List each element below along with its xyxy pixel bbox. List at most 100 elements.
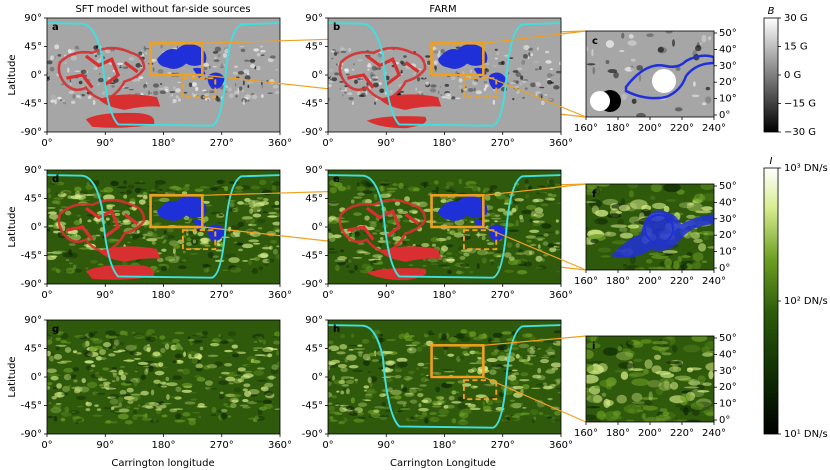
- emission-patch: [659, 408, 668, 413]
- emission-patch: [229, 397, 240, 403]
- emission-patch: [421, 399, 429, 403]
- emission-patch: [663, 184, 681, 193]
- emission-patch: [445, 244, 454, 248]
- emission-patch: [470, 220, 475, 223]
- emission-patch: [348, 364, 359, 369]
- x-tick-label: 180°: [606, 276, 630, 287]
- emission-patch: [145, 405, 154, 409]
- emission-patch: [503, 202, 509, 205]
- emission-patch: [234, 350, 241, 353]
- emission-patch: [182, 412, 191, 417]
- emission-patch: [431, 243, 437, 247]
- colorbar: [763, 167, 779, 435]
- emission-patch: [350, 376, 355, 380]
- emission-patch: [553, 330, 562, 334]
- emission-patch: [612, 410, 621, 417]
- emission-patch: [541, 258, 545, 262]
- x-tick-label: 0°: [322, 440, 333, 451]
- emission-patch: [183, 215, 190, 221]
- emission-patch: [105, 346, 109, 350]
- emission-patch: [460, 418, 466, 422]
- emission-patch: [606, 231, 611, 236]
- emission-patch: [242, 388, 248, 392]
- emission-patch: [134, 187, 142, 194]
- emission-patch: [515, 242, 520, 248]
- emission-patch: [422, 366, 429, 369]
- magnetic-patch: [104, 48, 112, 54]
- magnetic-patch: [247, 84, 250, 89]
- emission-patch: [78, 247, 90, 250]
- emission-patch: [477, 356, 482, 360]
- emission-patch: [202, 264, 212, 268]
- emission-patch: [189, 253, 199, 255]
- emission-patch: [269, 348, 278, 351]
- emission-patch: [658, 381, 672, 391]
- emission-patch: [586, 390, 593, 398]
- emission-patch: [506, 338, 513, 342]
- emission-patch: [151, 332, 155, 336]
- magnetic-patch: [646, 33, 654, 38]
- emission-patch: [159, 197, 170, 203]
- emission-patch: [693, 238, 703, 244]
- emission-patch: [259, 179, 267, 186]
- magnetic-patch: [605, 59, 610, 65]
- emission-patch: [108, 370, 118, 373]
- magnetic-patch: [214, 56, 217, 60]
- emission-patch: [97, 263, 104, 266]
- emission-patch: [538, 191, 548, 195]
- magnetic-patch: [492, 99, 496, 105]
- emission-patch: [55, 345, 60, 351]
- emission-patch: [548, 384, 556, 389]
- magnetic-patch: [515, 72, 521, 78]
- emission-patch: [445, 181, 455, 187]
- emission-patch: [149, 419, 159, 423]
- emission-patch: [686, 251, 693, 256]
- emission-patch: [691, 407, 700, 416]
- emission-patch: [273, 331, 281, 337]
- emission-patch: [586, 364, 594, 372]
- emission-patch: [76, 405, 84, 408]
- magnetic-patch: [153, 90, 159, 96]
- magnetic-patch: [621, 32, 625, 39]
- x-tick-label: 270°: [491, 440, 515, 451]
- emission-patch: [607, 213, 622, 219]
- emission-patch: [532, 346, 538, 351]
- emission-patch: [368, 188, 377, 191]
- emission-patch: [133, 381, 138, 387]
- emission-patch: [94, 404, 99, 407]
- magnetic-patch: [701, 102, 707, 106]
- emission-patch: [48, 181, 59, 186]
- emission-patch: [48, 193, 52, 199]
- emission-patch: [519, 214, 524, 220]
- emission-patch: [408, 264, 414, 266]
- emission-patch: [544, 231, 556, 234]
- emission-patch: [456, 333, 466, 336]
- emission-patch: [109, 420, 118, 424]
- emission-patch: [195, 355, 204, 358]
- emission-patch: [276, 350, 280, 356]
- emission-patch: [425, 257, 432, 263]
- emission-patch: [254, 354, 266, 356]
- neutral-line: [47, 22, 281, 127]
- magnetic-patch: [698, 42, 703, 45]
- emission-patch: [328, 402, 333, 405]
- emission-patch: [164, 191, 176, 195]
- emission-patch: [117, 186, 128, 189]
- emission-patch: [354, 264, 358, 271]
- emission-patch: [108, 353, 116, 357]
- emission-patch: [92, 414, 103, 417]
- magnetic-patch: [160, 44, 163, 49]
- loop: [644, 214, 674, 244]
- emission-patch: [666, 361, 680, 365]
- emission-patch: [160, 347, 166, 354]
- magnetic-patch: [521, 79, 527, 84]
- emission-patch: [130, 236, 133, 238]
- panel-label: d: [52, 174, 59, 185]
- emission-patch: [183, 351, 186, 357]
- emission-patch: [227, 415, 231, 418]
- emission-patch: [50, 375, 59, 381]
- emission-patch: [695, 401, 712, 408]
- emission-patch: [159, 335, 166, 340]
- emission-patch: [60, 417, 66, 422]
- connector: [483, 226, 587, 271]
